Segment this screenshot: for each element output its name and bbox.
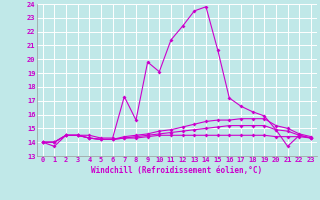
X-axis label: Windchill (Refroidissement éolien,°C): Windchill (Refroidissement éolien,°C)	[91, 166, 262, 175]
